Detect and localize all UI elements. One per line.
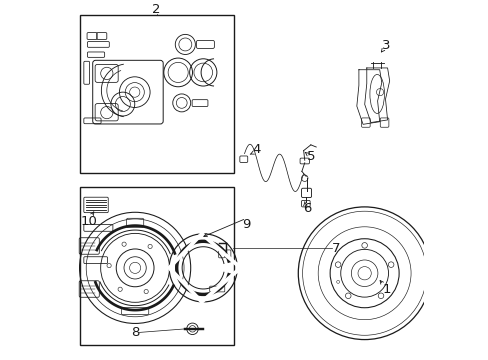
Bar <box>80 15 233 173</box>
Text: 6: 6 <box>303 202 311 215</box>
Text: 3: 3 <box>381 39 389 52</box>
Text: 8: 8 <box>131 326 139 339</box>
Bar <box>80 187 233 345</box>
Text: 2: 2 <box>152 3 161 16</box>
Text: 4: 4 <box>252 143 261 156</box>
Text: 7: 7 <box>331 242 340 255</box>
Text: 1: 1 <box>382 283 390 296</box>
Text: 9: 9 <box>242 218 250 231</box>
Text: 5: 5 <box>306 150 314 163</box>
Text: 10: 10 <box>80 215 97 228</box>
